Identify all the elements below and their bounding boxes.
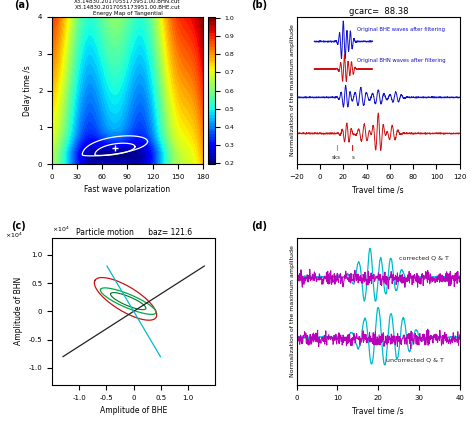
Y-axis label: Normalization of the maximum amplitude: Normalization of the maximum amplitude (291, 25, 295, 157)
Text: corrected Q & T: corrected Q & T (399, 255, 448, 261)
Text: $\times10^4$: $\times10^4$ (5, 231, 23, 240)
Text: (d): (d) (251, 221, 267, 231)
X-axis label: Travel time /s: Travel time /s (353, 185, 404, 195)
Text: uncorrected Q & T: uncorrected Q & T (386, 357, 444, 363)
X-axis label: Fast wave polarization: Fast wave polarization (84, 185, 171, 195)
Text: Original BHN waves after filtering: Original BHN waves after filtering (357, 58, 446, 63)
Text: s: s (351, 155, 355, 160)
Y-axis label: Amplitude of BHN: Amplitude of BHN (14, 277, 23, 346)
Text: (b): (b) (251, 0, 267, 10)
Title: Particle motion      baz= 121.6: Particle motion baz= 121.6 (76, 228, 191, 237)
Text: (c): (c) (11, 221, 26, 231)
Y-axis label: Normalization of the maximum amplitude: Normalization of the maximum amplitude (291, 245, 295, 377)
Text: Original BHE waves after filtering: Original BHE waves after filtering (357, 27, 445, 32)
Title: gcarc=  88.38: gcarc= 88.38 (348, 7, 408, 16)
Text: $\times10^4$: $\times10^4$ (52, 225, 70, 234)
Y-axis label: Delay time /s: Delay time /s (23, 65, 32, 116)
X-axis label: Amplitude of BHE: Amplitude of BHE (100, 406, 167, 415)
Text: sks: sks (332, 155, 341, 160)
X-axis label: Travel time /s: Travel time /s (353, 406, 404, 415)
Text: (a): (a) (15, 0, 30, 10)
Title: X3.14830.2017055173951.00.BHN.cut
X3.14830.2017055173951.00.BHE.cut
Energy Map o: X3.14830.2017055173951.00.BHN.cut X3.148… (74, 0, 181, 16)
